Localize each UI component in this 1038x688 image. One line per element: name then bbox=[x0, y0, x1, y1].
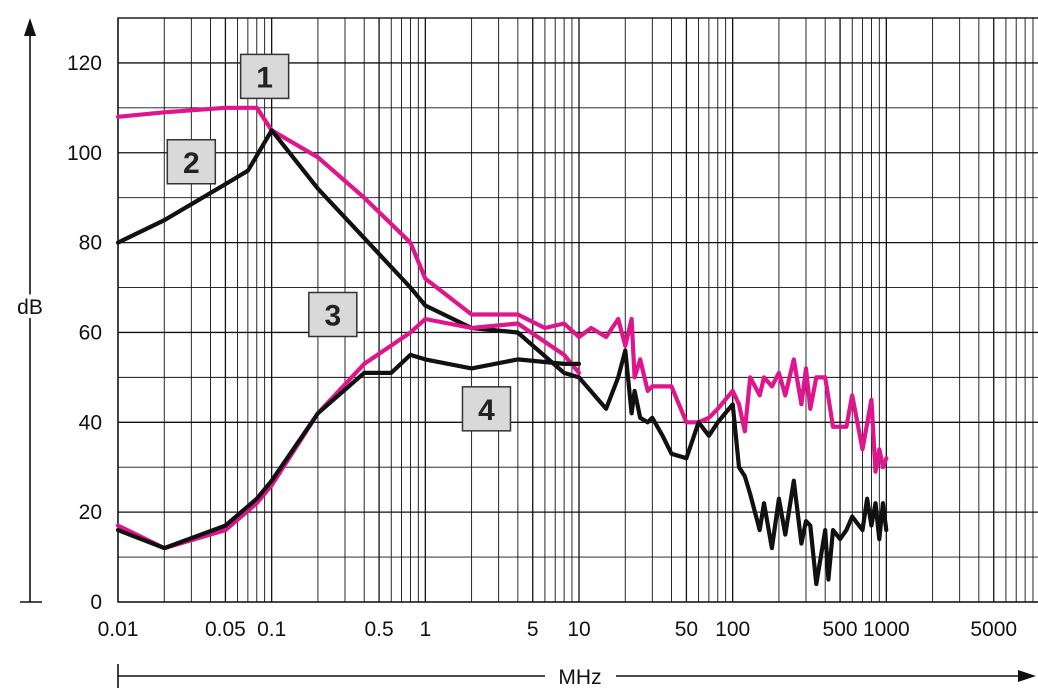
y-tick-label: 120 bbox=[67, 52, 102, 75]
series-line-3 bbox=[115, 316, 582, 551]
x-tick-label: 5000 bbox=[970, 618, 1017, 641]
curve-label: 2 bbox=[183, 147, 200, 180]
x-tick-label: 50 bbox=[675, 618, 698, 641]
curve-label: 3 bbox=[324, 299, 341, 332]
tick-labels: 0.01 0.05 0.1 0.5 1 5 10 50 100 500 1000 5000 0 20 40 6… bbox=[67, 52, 1017, 641]
x-tick-label: 1000 bbox=[863, 618, 910, 641]
curve-label-box bbox=[308, 291, 358, 338]
x-axis-title: MHz bbox=[558, 666, 601, 688]
y-axis-title: dB bbox=[17, 296, 43, 319]
x-tick-label: 0.5 bbox=[364, 618, 393, 641]
curve-label: 4 bbox=[478, 394, 495, 427]
y-tick-label: 60 bbox=[79, 321, 102, 344]
plot-frame bbox=[117, 17, 1038, 603]
curve-label-box bbox=[461, 386, 512, 432]
x-tick-label: 0.05 bbox=[205, 618, 246, 641]
x-axis-arrowhead bbox=[1018, 670, 1036, 682]
y-tick-label: 100 bbox=[67, 142, 102, 165]
grid bbox=[117, 17, 1038, 603]
x-tick-label: 1 bbox=[419, 618, 431, 641]
y-tick-label: 20 bbox=[79, 501, 102, 524]
y-tick-label: 0 bbox=[90, 591, 102, 614]
series-line-1 bbox=[115, 105, 889, 474]
x-tick-label: 100 bbox=[715, 618, 750, 641]
y-tick-label: 80 bbox=[79, 232, 102, 255]
curve-labels: 1 2 3 4 bbox=[166, 53, 512, 432]
x-tick-label: 5 bbox=[527, 618, 539, 641]
curve-label: 1 bbox=[256, 61, 273, 94]
curve-label-box bbox=[166, 139, 217, 185]
x-tick-label: 0.01 bbox=[98, 618, 139, 641]
series-layer bbox=[115, 105, 889, 587]
x-tick-label: 0.1 bbox=[257, 618, 286, 641]
axes: MHz dB bbox=[13, 18, 1036, 688]
y-tick-label: 40 bbox=[79, 411, 102, 434]
curve-label-box bbox=[239, 53, 290, 100]
series-line-4 bbox=[115, 352, 582, 551]
x-tick-label: 10 bbox=[567, 618, 590, 641]
series-line-2 bbox=[115, 128, 889, 587]
x-tick-label: 500 bbox=[823, 618, 858, 641]
y-axis-arrowhead bbox=[24, 18, 36, 36]
